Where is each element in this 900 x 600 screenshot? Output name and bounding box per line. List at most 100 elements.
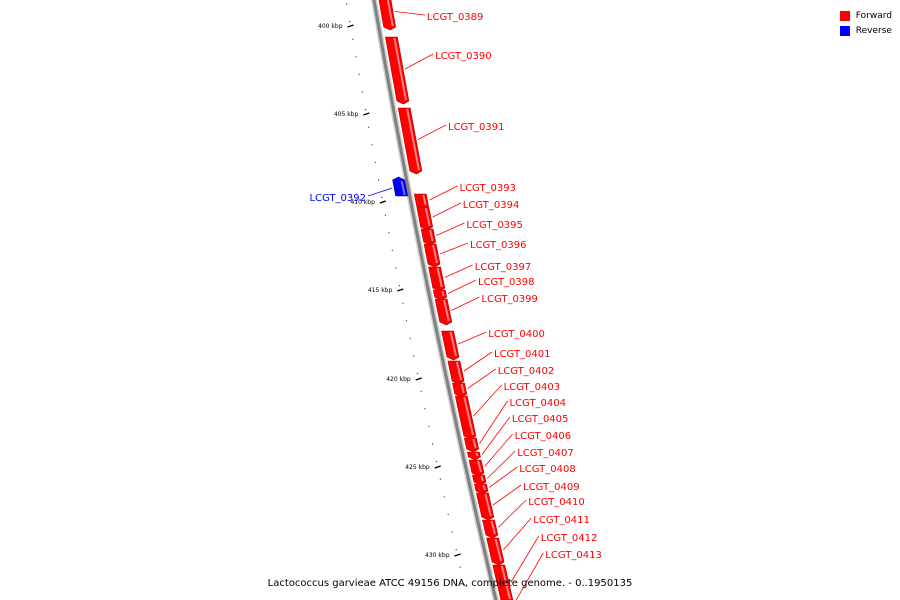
major-tick bbox=[434, 465, 441, 469]
minor-tick bbox=[402, 302, 404, 304]
gene-feature-lcgt-0404[interactable] bbox=[463, 437, 480, 453]
minor-tick bbox=[431, 443, 434, 445]
gene-highlight bbox=[422, 194, 427, 206]
scale-label: 405 kbp bbox=[334, 111, 359, 118]
scale-label: 425 kbp bbox=[405, 464, 430, 471]
label-connector bbox=[473, 384, 502, 417]
label-connector bbox=[367, 187, 393, 197]
gene-feature-lcgt-0395[interactable] bbox=[420, 228, 437, 246]
legend: Forward Reverse bbox=[839, 8, 892, 38]
gene-label[interactable]: LCGT_0405 bbox=[512, 414, 569, 425]
gene-highlight bbox=[475, 452, 479, 457]
gene-label[interactable]: LCGT_0390 bbox=[435, 51, 492, 62]
gene-highlight bbox=[443, 299, 450, 322]
gene-label[interactable]: LCGT_0401 bbox=[494, 349, 551, 360]
gene-highlight bbox=[393, 37, 407, 101]
major-tick bbox=[415, 377, 422, 381]
gene-label[interactable]: LCGT_0412 bbox=[541, 533, 598, 544]
gene-feature-lcgt-0401[interactable] bbox=[447, 360, 465, 385]
minor-tick bbox=[413, 355, 415, 357]
label-connector bbox=[463, 351, 493, 372]
minor-tick bbox=[384, 214, 387, 216]
gene-highlight bbox=[436, 267, 443, 288]
minor-tick bbox=[358, 73, 360, 76]
gene-label[interactable]: LCGT_0410 bbox=[528, 497, 585, 508]
gene-label[interactable]: LCGT_0404 bbox=[510, 398, 567, 409]
minor-tick bbox=[391, 249, 393, 252]
major-tick bbox=[363, 112, 370, 116]
gene-feature-lcgt-0394[interactable] bbox=[416, 206, 434, 231]
gene-highlight bbox=[500, 565, 511, 600]
label-connector bbox=[486, 450, 516, 479]
gene-label[interactable]: LCGT_0398 bbox=[478, 277, 535, 288]
gene-highlight bbox=[484, 493, 492, 517]
label-connector bbox=[484, 433, 513, 467]
gene-labels: LCGT_0389 LCGT_0390 LCGT_0391 LCGT_0392 LCGT… bbox=[309, 11, 602, 600]
scale-ticks: 400 kbp 405 kbp 410 kbp 415 kbp 420 kbp 425 k… bbox=[318, 3, 466, 586]
gene-label[interactable]: LCGT_0393 bbox=[460, 183, 517, 194]
gene-feature-lcgt-0407[interactable] bbox=[472, 474, 487, 486]
label-connector bbox=[394, 11, 425, 16]
minor-tick bbox=[346, 3, 348, 5]
gene-label[interactable]: LCGT_0400 bbox=[488, 329, 545, 340]
gene-label[interactable]: LCGT_0402 bbox=[498, 366, 555, 377]
minor-tick bbox=[455, 548, 457, 551]
gene-highlight bbox=[406, 108, 420, 171]
major-tick bbox=[347, 24, 354, 28]
gene-feature-lcgt-0398[interactable] bbox=[432, 289, 448, 301]
minor-tick bbox=[377, 179, 380, 181]
gene-highlight bbox=[386, 0, 394, 27]
minor-tick bbox=[361, 91, 363, 93]
scale-label: 420 kbp bbox=[386, 376, 411, 383]
scale-label: 410 kbp bbox=[350, 199, 375, 206]
gene-label[interactable]: LCGT_0395 bbox=[466, 220, 523, 231]
legend-item-forward: Forward bbox=[839, 8, 892, 23]
label-connector bbox=[447, 279, 477, 294]
forward-swatch bbox=[839, 10, 850, 21]
gene-label[interactable]: LCGT_0394 bbox=[463, 200, 520, 211]
gene-label[interactable]: LCGT_0406 bbox=[515, 431, 572, 442]
gene-feature-lcgt-0406[interactable] bbox=[468, 459, 485, 477]
label-connector bbox=[439, 242, 469, 255]
gene-feature-lcgt-0410[interactable] bbox=[482, 519, 499, 539]
gene-label[interactable]: LCGT_0399 bbox=[481, 294, 538, 305]
label-connector bbox=[436, 222, 465, 236]
minor-tick bbox=[420, 390, 422, 392]
gene-label[interactable]: LCGT_0397 bbox=[475, 262, 532, 273]
minor-tick bbox=[409, 337, 411, 340]
gene-label[interactable]: LCGT_0408 bbox=[519, 464, 576, 475]
minor-tick bbox=[364, 108, 367, 111]
gene-label[interactable]: LCGT_0389 bbox=[427, 12, 484, 23]
label-connector bbox=[510, 535, 540, 583]
gene-feature-lcgt-0405[interactable] bbox=[467, 451, 481, 461]
gene-label[interactable]: LCGT_0407 bbox=[517, 448, 574, 459]
gene-label[interactable]: LCGT_0403 bbox=[504, 382, 561, 393]
gene-highlight bbox=[460, 383, 465, 394]
gene-highlight bbox=[477, 460, 482, 473]
gene-label[interactable]: LCGT_0409 bbox=[523, 482, 580, 493]
gene-label[interactable]: LCGT_0411 bbox=[533, 515, 590, 526]
legend-label-reverse: Reverse bbox=[855, 25, 892, 36]
gene-label[interactable]: LCGT_0391 bbox=[448, 122, 505, 133]
gene-feature-lcgt-0397[interactable] bbox=[428, 266, 446, 292]
label-connector bbox=[488, 466, 518, 488]
gene-highlight bbox=[463, 396, 474, 436]
minor-tick bbox=[398, 284, 401, 287]
gene-feature-lcgt-0402[interactable] bbox=[452, 382, 468, 398]
gene-highlight bbox=[472, 438, 477, 449]
gene-label[interactable]: LCGT_0396 bbox=[470, 240, 527, 251]
gene-label[interactable]: LCGT_0413 bbox=[545, 550, 602, 561]
gene-feature-lcgt-0396[interactable] bbox=[423, 243, 441, 268]
gene-label[interactable]: LCGT_0392 bbox=[309, 193, 366, 204]
gene-highlight bbox=[455, 361, 463, 381]
minor-tick bbox=[405, 320, 408, 322]
gene-highlight bbox=[494, 538, 503, 562]
minor-tick bbox=[428, 425, 430, 428]
gene-highlight bbox=[490, 520, 496, 535]
label-connector bbox=[502, 517, 532, 551]
minor-tick bbox=[368, 126, 370, 128]
gene-feature-lcgt-0408[interactable] bbox=[474, 483, 489, 495]
major-tick bbox=[379, 200, 387, 204]
backbone-line bbox=[372, 0, 498, 600]
